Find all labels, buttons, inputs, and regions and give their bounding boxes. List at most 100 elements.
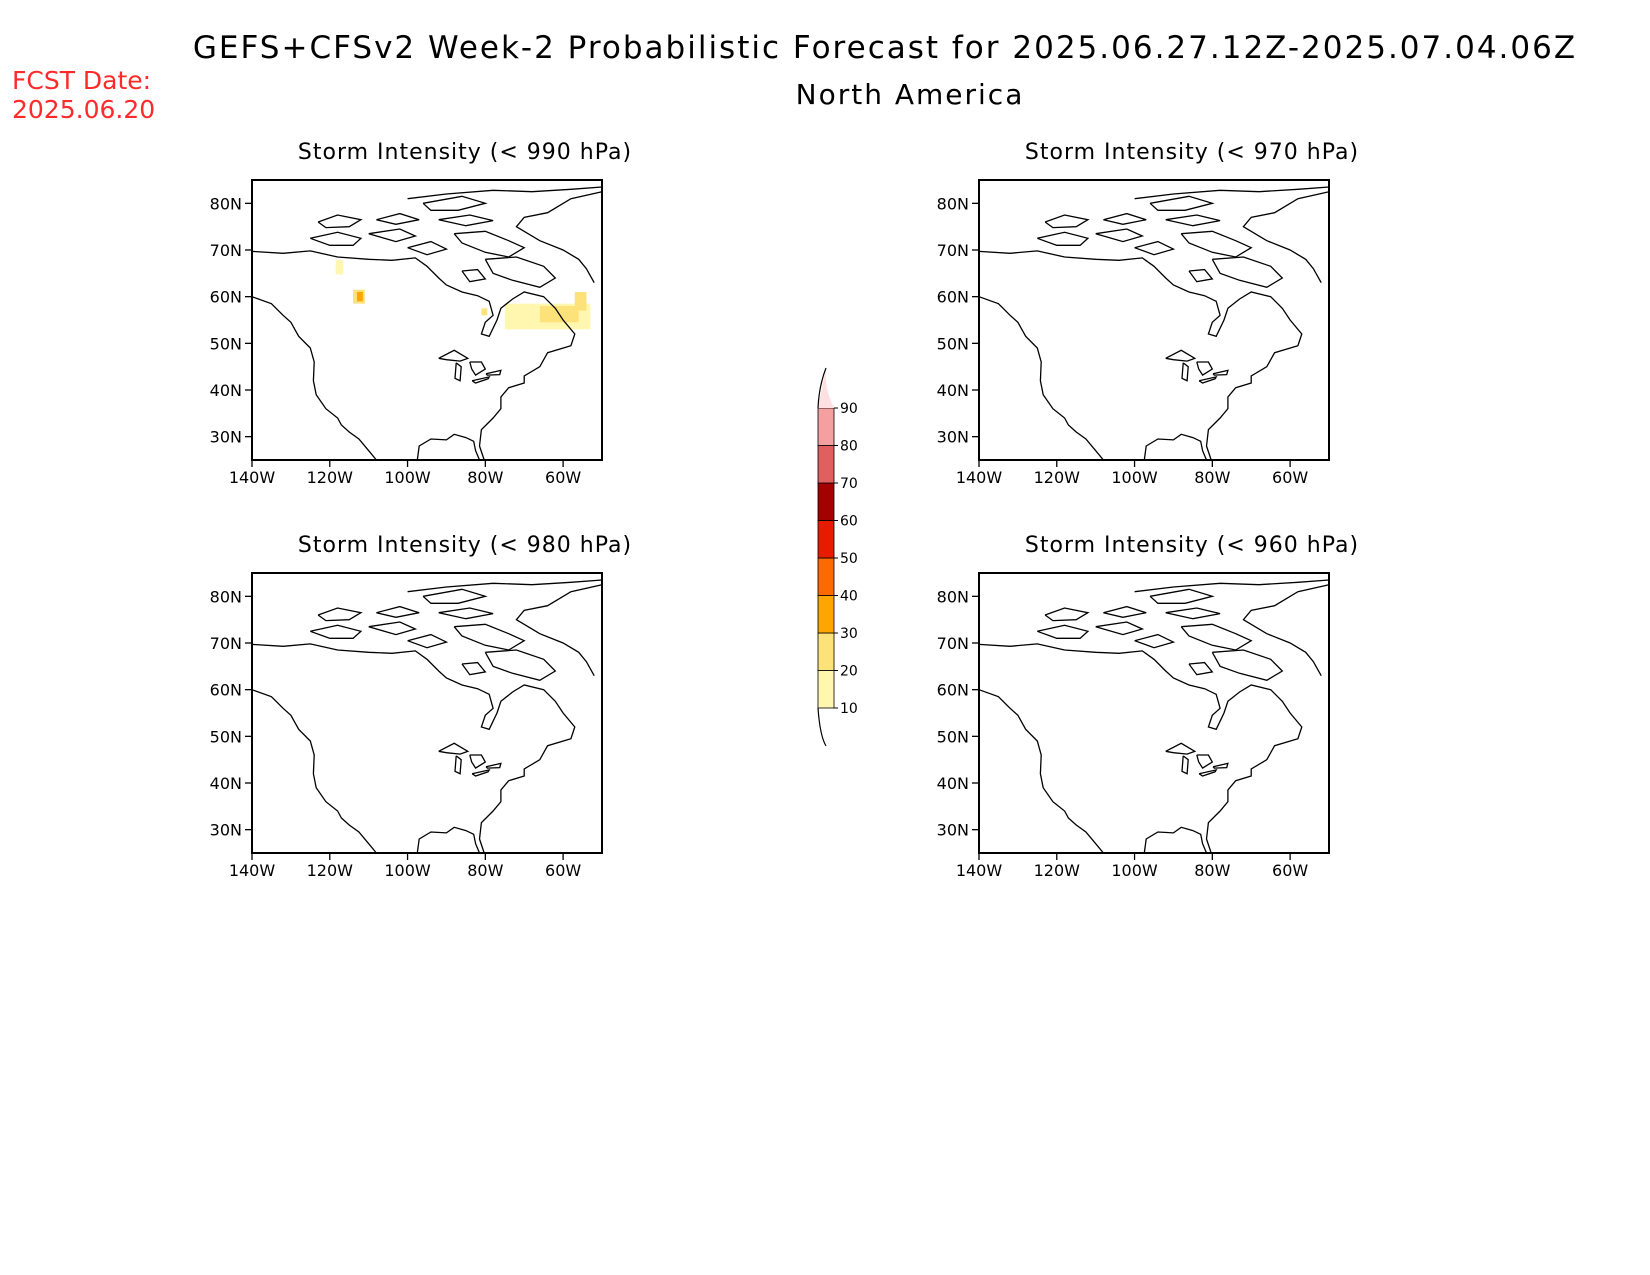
colorbar-svg: 10 20 30 40 50 60 70 80 90 — [817, 367, 858, 747]
lat-label: 80N — [937, 587, 969, 606]
lon-label: 140W — [956, 468, 1003, 487]
colorbar-top — [818, 368, 834, 408]
map-outline — [1149, 588, 1215, 604]
coastline-greenland — [1242, 191, 1330, 284]
coastline-west — [978, 296, 1104, 461]
map-outline — [1037, 231, 1090, 246]
map-panel-960: Storm Intensity (< 960 hPa) 80N 70N 60N 50N… — [917, 533, 1397, 903]
map-panel-970: Storm Intensity (< 970 hPa) 80N 70N 60N 50N… — [917, 140, 1397, 510]
map-outline — [1212, 762, 1229, 769]
map-outline — [317, 214, 363, 229]
map-outline — [453, 623, 526, 651]
lon-label: 80W — [467, 861, 503, 880]
map-frame — [251, 572, 603, 854]
map-canvas: 80N 70N 60N 50N 40N 30N 140W 120W 100W 80W 60W — [937, 572, 1330, 880]
map-outline — [453, 230, 526, 258]
map-outline — [1134, 240, 1176, 256]
lat-label: 60N — [937, 681, 969, 700]
page-subtitle: North America — [795, 78, 1025, 111]
lat-label: 30N — [210, 428, 242, 447]
lat-label: 60N — [937, 288, 969, 307]
coastline-gulf — [1143, 433, 1208, 461]
colorbar-swatch — [817, 557, 835, 596]
map-canvas: 80N 70N 60N 50N 40N 30N 140W 120W 100W 80W 60W — [210, 179, 603, 487]
colorbar-swatch — [817, 407, 835, 446]
map-frame — [978, 179, 1330, 461]
panel-title: Storm Intensity (< 990 hPa) — [297, 140, 633, 165]
lat-label: 70N — [210, 241, 242, 260]
colorbar-swatch — [817, 482, 835, 521]
map-outline — [376, 605, 420, 618]
map-outline — [1044, 607, 1090, 622]
lat-label: 60N — [210, 288, 242, 307]
probability-shading — [335, 260, 344, 275]
colorbar-swatch — [817, 445, 835, 484]
coastline-arctic — [1134, 579, 1330, 593]
map-outline — [1103, 212, 1147, 225]
map-outline — [1095, 621, 1145, 636]
probability-shading — [574, 292, 587, 311]
panel-title: Storm Intensity (< 970 hPa) — [1024, 140, 1360, 165]
map-outline — [485, 762, 502, 769]
colorbar-label: 80 — [840, 439, 858, 455]
map-outline — [438, 742, 470, 755]
map-outline — [471, 768, 491, 777]
map-outline — [1165, 349, 1197, 362]
colorbar-label: 90 — [840, 401, 858, 417]
lat-label: 40N — [937, 774, 969, 793]
lon-label: 120W — [307, 861, 354, 880]
lon-label: 100W — [1111, 468, 1158, 487]
coastline-greenland — [1242, 584, 1330, 677]
map-canvas: 80N 70N 60N 50N 40N 30N 140W 120W 100W 80W 60W — [937, 179, 1330, 487]
lat-label: 70N — [210, 634, 242, 653]
lat-label: 40N — [210, 381, 242, 400]
map-frame — [978, 572, 1330, 854]
probability-shading — [481, 308, 488, 316]
colorbar-label: 20 — [840, 664, 858, 680]
lat-label: 80N — [210, 194, 242, 213]
lat-label: 50N — [937, 727, 969, 746]
map-outline — [1181, 362, 1189, 382]
coastline-north-east — [251, 643, 576, 854]
map-outline — [469, 754, 487, 769]
map-outline — [1181, 755, 1189, 775]
map-panel-990: Storm Intensity (< 990 hPa) 80N 70N 60N 50N… — [190, 140, 670, 510]
coastline-greenland — [515, 191, 603, 284]
page-title: GEFS+CFSv2 Week-2 Probabilistic Forecast… — [192, 30, 1578, 66]
map-outline — [484, 256, 557, 288]
map-outline — [1180, 230, 1253, 258]
lon-label: 80W — [1194, 468, 1230, 487]
map-outline — [1044, 214, 1090, 229]
lat-label: 40N — [210, 774, 242, 793]
lon-label: 80W — [467, 468, 503, 487]
coastline-west — [251, 296, 377, 461]
coastline-west — [251, 689, 377, 854]
lat-label: 80N — [937, 194, 969, 213]
colorbar-swatch — [817, 632, 835, 671]
colorbar-label: 50 — [840, 551, 858, 567]
colorbar: 10 20 30 40 50 60 70 80 90 — [800, 330, 860, 750]
colorbar-label: 60 — [840, 514, 858, 530]
forecast-date-label: FCST Date: — [12, 66, 152, 95]
map-outline — [1211, 649, 1284, 681]
coastline-arctic — [1134, 186, 1330, 200]
colorbar-swatch — [817, 595, 835, 634]
lon-label: 60W — [545, 861, 581, 880]
map-outline — [1196, 754, 1214, 769]
lat-label: 70N — [937, 634, 969, 653]
colorbar-label: 70 — [840, 476, 858, 492]
colorbar-edge — [817, 367, 827, 409]
colorbar-swatch — [817, 520, 835, 559]
lat-label: 70N — [937, 241, 969, 260]
map-outline — [1149, 195, 1215, 211]
map-outline — [317, 607, 363, 622]
lon-label: 60W — [545, 468, 581, 487]
map-outline — [1165, 214, 1221, 227]
map-outline — [1095, 228, 1145, 243]
map-frame — [251, 179, 603, 461]
map-outline — [368, 228, 418, 243]
forecast-date-value: 2025.06.20 — [12, 95, 156, 124]
lat-label: 60N — [210, 681, 242, 700]
lon-label: 140W — [956, 861, 1003, 880]
map-outline — [1180, 623, 1253, 651]
